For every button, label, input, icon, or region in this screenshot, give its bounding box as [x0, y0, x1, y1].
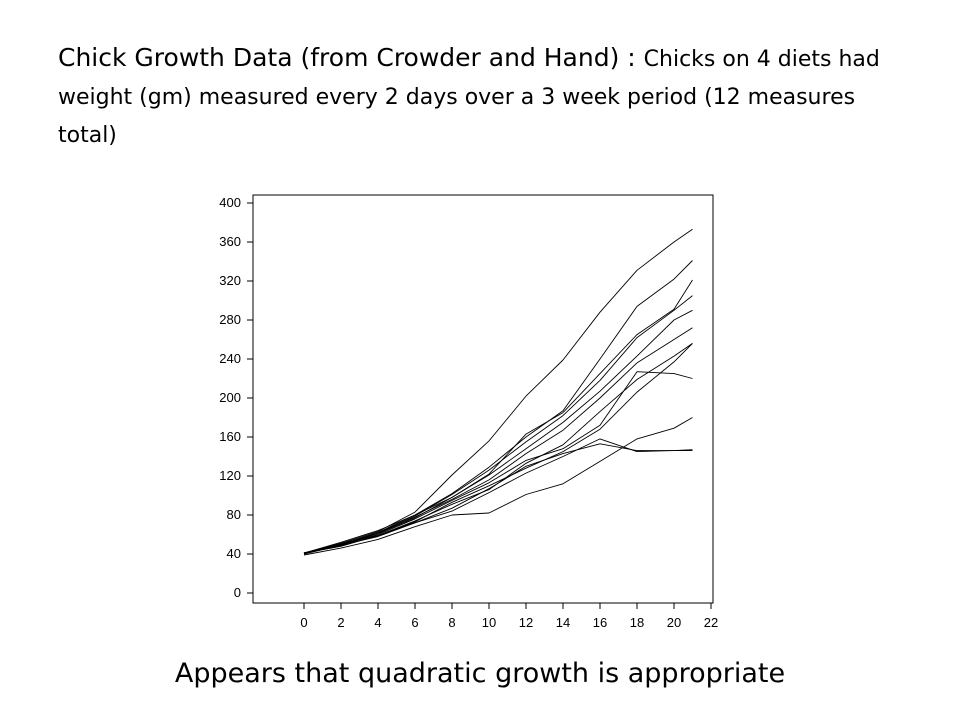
x-tick-label: 22 — [704, 615, 718, 630]
x-tick-label: 0 — [300, 615, 307, 630]
plot-frame — [252, 194, 714, 604]
x-tick-label: 2 — [337, 615, 344, 630]
y-tick-label: 200 — [219, 390, 241, 405]
y-tick-label: 320 — [219, 273, 241, 288]
series-layer — [303, 228, 693, 556]
x-tick-label: 4 — [374, 615, 381, 630]
series-line-12 — [303, 417, 693, 556]
y-tick-label: 160 — [219, 429, 241, 444]
y-tick-label: 0 — [234, 585, 241, 600]
x-tick-label: 12 — [519, 615, 533, 630]
series-line-3 — [303, 279, 693, 554]
slide-caption: Appears that quadratic growth is appropr… — [174, 658, 786, 689]
series-line-1 — [303, 228, 693, 554]
y-tick-label: 40 — [227, 546, 241, 561]
y-tick-label: 400 — [219, 195, 241, 210]
y-tick-label: 240 — [219, 351, 241, 366]
y-tick-label: 360 — [219, 234, 241, 249]
series-line-8 — [303, 343, 693, 554]
x-tick-label: 20 — [667, 615, 681, 630]
series-line-4 — [303, 295, 693, 554]
series-line-7 — [303, 343, 693, 554]
series-line-6 — [303, 327, 693, 554]
x-tick-label: 16 — [593, 615, 607, 630]
x-tick-label: 10 — [482, 615, 496, 630]
heading-rest: Chicks on 4 diets had weight (gm) measur… — [58, 47, 880, 148]
x-tick-label: 6 — [411, 615, 418, 630]
x-tick-label: 8 — [448, 615, 455, 630]
x-tick-label: 14 — [556, 615, 570, 630]
y-axis: 0 40 80 120 160 200 240 280 320 360 400 — [219, 195, 253, 600]
y-tick-label: 80 — [227, 507, 241, 522]
y-tick-label: 120 — [219, 468, 241, 483]
x-tick-label: 18 — [630, 615, 644, 630]
x-axis: 0 2 4 6 8 10 12 14 16 18 20 22 — [300, 603, 718, 630]
series-line-2 — [303, 260, 693, 554]
series-line-9 — [303, 371, 693, 554]
y-tick-label: 280 — [219, 312, 241, 327]
series-line-5 — [303, 309, 693, 554]
plot-frame-layer — [252, 194, 714, 604]
heading-lead: Chick Growth Data (from Crowder and Hand… — [58, 43, 644, 72]
series-line-11 — [303, 438, 693, 555]
slide-heading: Chick Growth Data (from Crowder and Hand… — [58, 40, 918, 154]
series-line-10 — [303, 443, 693, 554]
